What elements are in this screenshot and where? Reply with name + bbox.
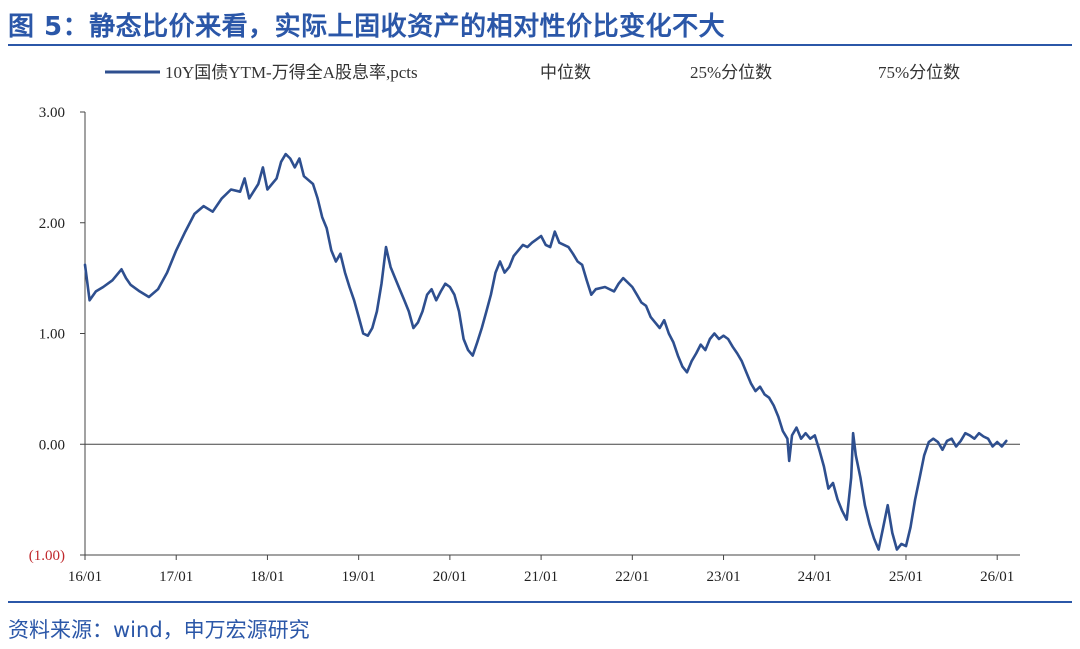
series-layer — [83, 152, 1008, 551]
x-tick-label: 19/01 — [342, 569, 376, 585]
source-rule — [8, 601, 1072, 603]
y-tick-label: 3.00 — [39, 105, 65, 121]
x-tick-label: 21/01 — [524, 569, 558, 585]
y-tick-label: (1.00) — [29, 548, 65, 564]
x-tick-label: 16/01 — [68, 569, 102, 585]
legend: 10Y国债YTM-万得全A股息率,pcts 中位数 25%分位数 75%分位数 — [105, 63, 960, 82]
x-tick-label: 22/01 — [615, 569, 649, 585]
y-tick-label: 1.00 — [39, 327, 65, 343]
x-tick-label: 17/01 — [159, 569, 193, 585]
figure-title: 图 5：静态比价来看，实际上固收资产的相对性价比变化不大 — [8, 12, 726, 42]
line-chart: 10Y国债YTM-万得全A股息率,pcts 中位数 25%分位数 75%分位数 3.0… — [29, 63, 1020, 585]
axes: 3.00 2.00 1.00 0.00 (1.00)16/01 17/01 18/01 19/… — [29, 105, 1020, 585]
x-tick-label: 24/01 — [798, 569, 832, 585]
x-tick-label: 23/01 — [706, 569, 740, 585]
legend-label: 75%分位数 — [878, 63, 960, 82]
x-tick-label: 25/01 — [889, 569, 923, 585]
x-tick-label: 18/01 — [250, 569, 284, 585]
title-rule — [8, 44, 1072, 46]
x-tick-label: 26/01 — [980, 569, 1014, 585]
source-note: 资料来源：wind，申万宏源研究 — [8, 618, 310, 642]
legend-label: 10Y国债YTM-万得全A股息率,pcts — [165, 63, 418, 82]
y-tick-label: 0.00 — [39, 437, 65, 453]
legend-label: 25%分位数 — [690, 63, 772, 82]
x-tick-label: 20/01 — [433, 569, 467, 585]
legend-label: 中位数 — [540, 63, 591, 82]
y-tick-label: 2.00 — [39, 216, 65, 232]
series-line — [83, 152, 1008, 551]
